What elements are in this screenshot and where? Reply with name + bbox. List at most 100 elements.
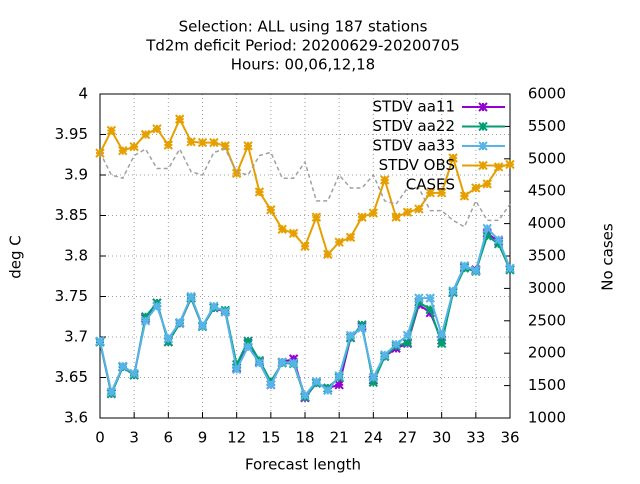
marker xyxy=(277,357,287,367)
marker xyxy=(493,162,504,172)
marker xyxy=(254,358,265,368)
legend-label: STDV aa33 xyxy=(373,137,455,155)
marker xyxy=(95,336,105,346)
y2-tick-label: 3000 xyxy=(528,279,566,297)
marker xyxy=(471,183,481,193)
y2-tick-label: 3500 xyxy=(528,247,566,265)
marker xyxy=(118,145,128,156)
marker xyxy=(482,179,492,189)
marker xyxy=(220,307,230,317)
marker xyxy=(106,387,117,397)
x-tick-label: 30 xyxy=(432,429,451,447)
marker xyxy=(345,330,356,341)
legend-marker xyxy=(478,102,488,112)
marker xyxy=(368,208,379,218)
title-line: Hours: 00,06,12,18 xyxy=(231,56,375,74)
y-tick-label: 3.95 xyxy=(55,125,88,143)
marker xyxy=(243,336,253,346)
y2-tick-label: 1000 xyxy=(528,409,566,427)
y-tick-label: 3.9 xyxy=(64,166,88,184)
x-tick-label: 18 xyxy=(295,429,314,447)
marker xyxy=(448,153,458,163)
marker xyxy=(140,316,151,326)
marker xyxy=(277,224,287,234)
marker xyxy=(231,364,242,375)
x-tick-label: 21 xyxy=(330,429,349,447)
marker xyxy=(311,376,322,387)
marker xyxy=(220,141,230,151)
x-tick-label: 15 xyxy=(261,429,280,447)
legend-marker xyxy=(478,160,488,171)
x-tick-label: 12 xyxy=(227,429,246,447)
marker xyxy=(414,293,424,303)
marker xyxy=(345,232,356,243)
marker xyxy=(197,320,208,331)
marker xyxy=(402,207,413,217)
marker xyxy=(436,188,447,198)
marker xyxy=(323,249,333,260)
marker xyxy=(425,304,435,315)
marker xyxy=(266,205,276,215)
legend-label: STDV aa11 xyxy=(373,98,455,116)
marker xyxy=(334,237,344,247)
marker xyxy=(118,361,128,371)
marker xyxy=(209,301,219,311)
marker xyxy=(368,377,379,388)
y2-tick-label: 4500 xyxy=(528,182,566,200)
marker xyxy=(106,125,117,136)
marker xyxy=(425,188,435,198)
marker xyxy=(391,339,401,349)
y-tick-label: 3.7 xyxy=(64,328,88,346)
marker xyxy=(368,372,379,383)
marker xyxy=(459,191,470,201)
marker xyxy=(209,137,219,148)
title-line: Td2m deficit Period: 20200629-20200705 xyxy=(145,37,460,55)
y2-tick-label: 4000 xyxy=(528,214,566,232)
marker xyxy=(175,317,185,328)
marker xyxy=(391,212,401,222)
marker xyxy=(129,368,139,379)
marker xyxy=(380,350,390,360)
marker xyxy=(505,263,515,273)
marker xyxy=(266,380,276,390)
y-tick-label: 3.75 xyxy=(55,287,88,305)
marker xyxy=(334,371,344,381)
y2-tick-label: 1500 xyxy=(528,376,566,394)
y-tick-label: 3.65 xyxy=(55,368,88,386)
marker xyxy=(231,168,242,179)
marker xyxy=(357,323,367,333)
marker xyxy=(311,212,322,222)
marker xyxy=(288,354,299,364)
marker xyxy=(436,338,447,349)
legend-marker xyxy=(478,121,488,132)
marker xyxy=(334,380,344,390)
marker xyxy=(186,291,196,302)
marker xyxy=(243,342,253,352)
marker xyxy=(357,212,367,222)
marker xyxy=(197,137,208,148)
marker xyxy=(425,293,435,303)
marker xyxy=(414,204,424,214)
marker xyxy=(140,312,151,322)
x-tick-label: 0 xyxy=(95,429,105,447)
marker xyxy=(471,265,481,276)
x-tick-label: 36 xyxy=(500,429,519,447)
title-line: Selection: ALL using 187 stations xyxy=(179,18,428,36)
x-tick-label: 3 xyxy=(129,429,139,447)
marker xyxy=(505,159,515,170)
marker xyxy=(323,385,333,396)
marker xyxy=(414,297,424,307)
legend-label: STDV OBS xyxy=(379,156,455,174)
marker xyxy=(140,129,151,140)
marker xyxy=(300,390,310,401)
x-tick-label: 6 xyxy=(164,429,174,447)
y2-tick-label: 5500 xyxy=(528,117,566,135)
plot-frame xyxy=(99,93,511,419)
marker xyxy=(436,329,447,340)
marker xyxy=(459,261,470,271)
marker xyxy=(482,223,492,234)
marker xyxy=(243,141,253,151)
marker xyxy=(186,137,196,147)
y2-tick-label: 2500 xyxy=(528,311,566,329)
